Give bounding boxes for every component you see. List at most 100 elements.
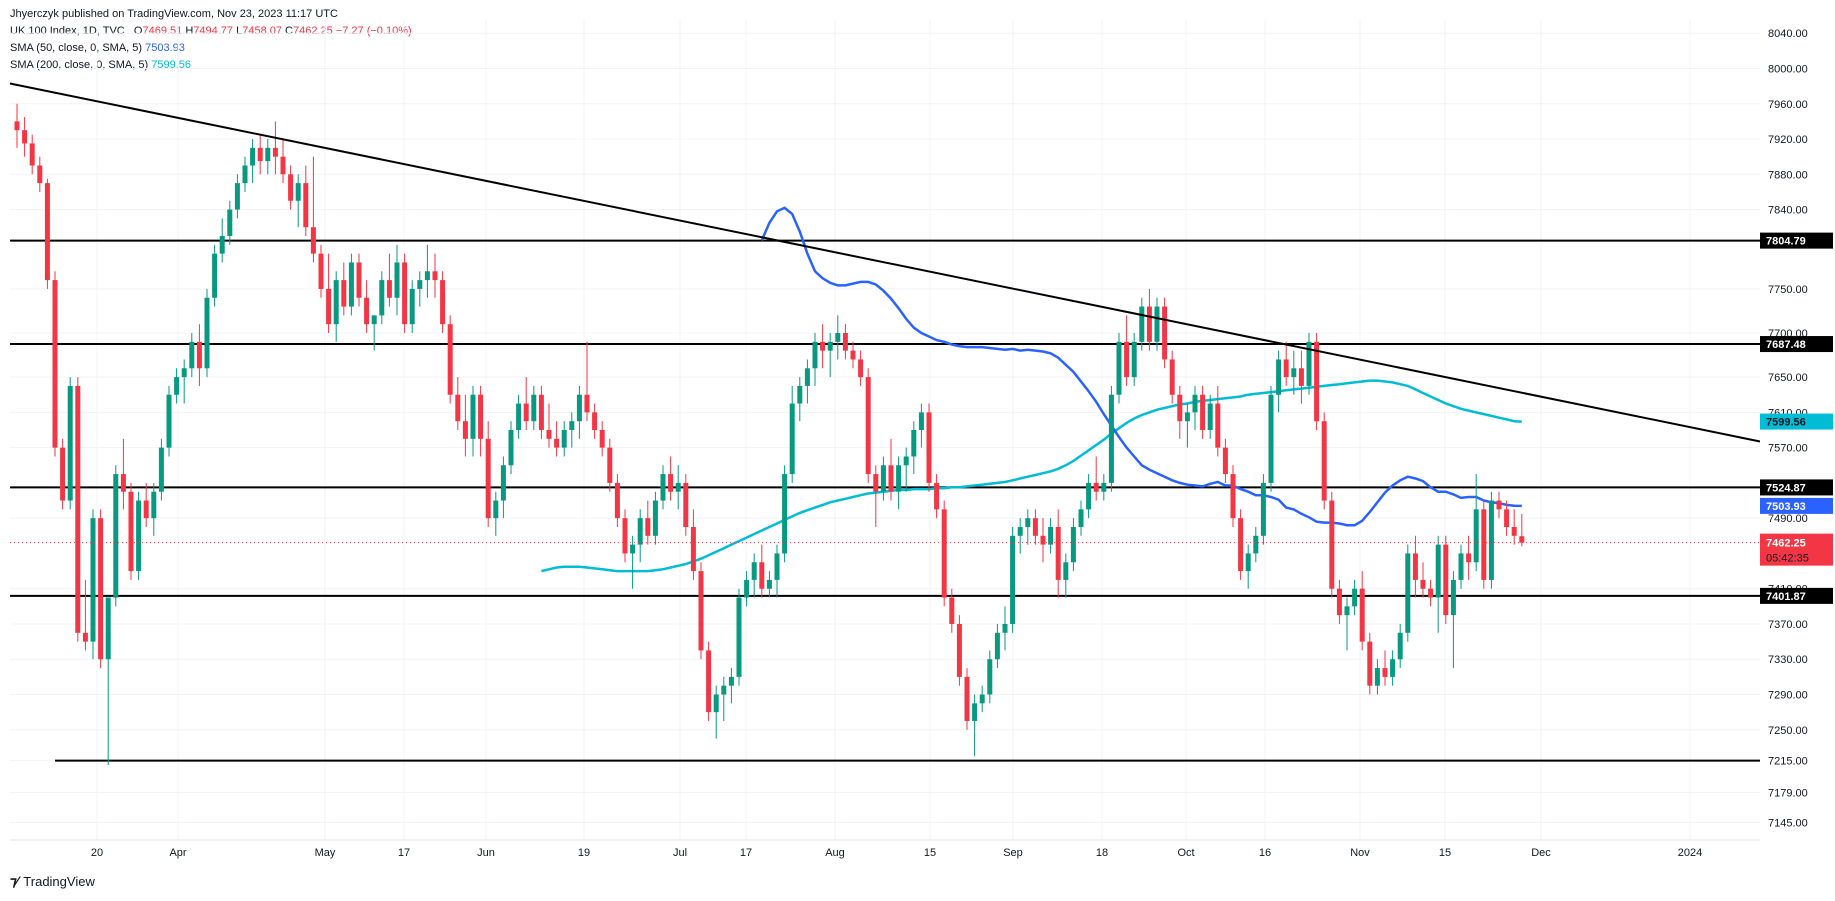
- candle-body: [1116, 341, 1122, 395]
- candle-body: [979, 694, 985, 704]
- candle: [1017, 518, 1023, 554]
- candle-body: [1200, 394, 1206, 430]
- candle: [1040, 518, 1046, 563]
- candle: [531, 385, 537, 430]
- candle: [987, 650, 993, 704]
- candle: [668, 456, 674, 501]
- trendline: [9, 82, 1761, 443]
- candle: [934, 474, 940, 519]
- candle-body: [1078, 509, 1084, 527]
- candle-body: [751, 562, 757, 580]
- candles: [14, 103, 1525, 766]
- candle-body: [1435, 544, 1441, 598]
- candle: [1420, 562, 1426, 598]
- candle-body: [941, 509, 947, 598]
- candle: [303, 165, 309, 237]
- candle: [196, 324, 202, 386]
- candle-body: [394, 262, 400, 298]
- candle: [295, 174, 301, 228]
- candle: [842, 324, 848, 360]
- candle: [1511, 509, 1517, 545]
- candle-body: [272, 147, 278, 157]
- candle-body: [1146, 306, 1152, 342]
- candle: [1397, 623, 1403, 669]
- candle: [850, 341, 856, 369]
- candle: [500, 456, 506, 519]
- candle-body: [234, 183, 240, 210]
- candle-body: [14, 121, 20, 131]
- candle: [827, 333, 833, 378]
- time-tick-label: 2024: [1678, 847, 1702, 859]
- candle: [561, 421, 567, 457]
- candle: [949, 588, 955, 633]
- candle: [1063, 553, 1069, 598]
- candle: [964, 668, 970, 730]
- candle: [1177, 385, 1183, 439]
- candle: [812, 333, 818, 386]
- candle-body: [1139, 306, 1145, 342]
- candle-body: [1352, 588, 1358, 607]
- candle-body: [561, 430, 567, 448]
- high-label: H: [185, 25, 194, 37]
- candle: [569, 412, 575, 448]
- candle: [880, 456, 886, 501]
- sma50-legend[interactable]: SMA (50, close, 0, SMA, 5) 7503.93: [10, 40, 412, 57]
- candle: [1010, 526, 1016, 633]
- candle-body: [812, 341, 818, 369]
- candle: [432, 253, 438, 298]
- level-price-tag-bg: [1760, 587, 1833, 604]
- candle: [143, 482, 149, 527]
- candle: [1124, 315, 1130, 386]
- candle-body: [987, 659, 993, 695]
- level-price-tag: 7804.79: [1766, 236, 1806, 248]
- sma200-line: [541, 379, 1522, 573]
- candle: [789, 385, 795, 483]
- candle: [1070, 518, 1076, 572]
- candle: [1078, 500, 1084, 536]
- candle-body: [1321, 421, 1327, 501]
- candle: [1504, 500, 1510, 536]
- candle-body: [98, 518, 104, 660]
- candle: [98, 509, 104, 669]
- candle-body: [675, 482, 681, 492]
- candle: [1032, 509, 1038, 545]
- candle-body: [1025, 518, 1031, 527]
- candle: [257, 134, 263, 175]
- candle: [219, 218, 225, 263]
- candle-body: [1040, 535, 1046, 545]
- candle-body: [120, 474, 126, 492]
- candle: [189, 333, 195, 378]
- candle-body: [1276, 359, 1282, 395]
- low-label: L: [236, 25, 243, 37]
- candle-body: [698, 571, 704, 651]
- candle: [1200, 385, 1206, 439]
- candle-body: [713, 694, 719, 713]
- candle-body: [60, 447, 66, 501]
- candle: [690, 509, 696, 580]
- candle-body: [204, 297, 210, 369]
- price-axis[interactable]: 8040.00 8000.00 7960.00 7920.00 7880.00 7840.…: [1760, 0, 1835, 901]
- candle-body: [736, 597, 742, 677]
- candle: [1291, 350, 1297, 395]
- candle: [1025, 509, 1031, 545]
- candle: [865, 368, 871, 483]
- candle-body: [926, 412, 932, 483]
- candle: [820, 324, 826, 369]
- time-tick-label: 15: [924, 847, 936, 859]
- time-tick-label: May: [315, 847, 336, 859]
- candle-body: [918, 412, 924, 430]
- time-axis[interactable]: 20 Apr May 17 Jun 19 Jul 17 Aug 15 Sep 18 Oct 16 Nov 15…: [10, 839, 1760, 859]
- candle: [288, 165, 294, 210]
- trendline-group[interactable]: [9, 82, 1761, 443]
- candle-body: [128, 491, 134, 572]
- candle: [607, 438, 613, 492]
- candle: [151, 482, 157, 536]
- candle: [1458, 544, 1464, 589]
- candle: [1298, 350, 1304, 404]
- candle-body: [576, 394, 582, 422]
- price-tick-label: 7250.00: [1768, 725, 1808, 737]
- candle: [174, 368, 180, 404]
- price-tick-label: 7330.00: [1768, 654, 1808, 666]
- candle-body: [1443, 544, 1449, 616]
